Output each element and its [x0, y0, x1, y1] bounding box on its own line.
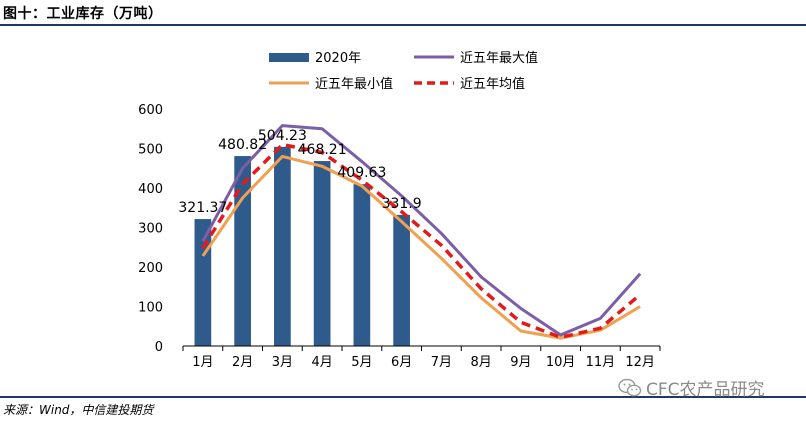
y-tick-label: 0 [155, 340, 163, 355]
figure-title: 图十：工业库存（万吨） [3, 6, 163, 22]
top-rule [0, 24, 806, 26]
line-series-1 [201, 124, 642, 337]
watermark-text: CFC农产品研究 [646, 380, 765, 400]
x-tick-label: 5月 [351, 355, 372, 370]
x-tick-label: 11月 [586, 355, 616, 370]
line-series-2 [201, 154, 641, 340]
bar-3 [274, 146, 291, 346]
legend-label-3: 近五年均值 [460, 76, 525, 92]
y-tick-label: 100 [138, 301, 163, 316]
data-label-1: 321.37 [178, 200, 227, 216]
x-tick-label: 4月 [311, 355, 332, 370]
data-label-6: 331.9 [382, 196, 422, 212]
bottom-rule [0, 396, 806, 398]
legend-label-2: 近五年最小值 [315, 76, 393, 92]
x-tick-label: 6月 [391, 355, 412, 370]
bar-5 [353, 184, 371, 346]
x-tick-label: 1月 [192, 355, 213, 370]
x-tick-label: 2月 [232, 355, 253, 370]
legend-label-0: 2020年 [315, 51, 361, 66]
y-tick-label: 200 [138, 261, 163, 276]
x-tick-label: 10月 [546, 355, 576, 370]
watermark: CFC农产品研究 [618, 375, 765, 400]
x-tick-label: 7月 [431, 355, 452, 370]
data-label-3: 504.23 [258, 128, 307, 144]
bar-1 [194, 219, 212, 346]
bar-2 [234, 156, 251, 346]
data-label-5: 409.63 [337, 165, 386, 181]
legend-swatch-0 [269, 53, 309, 62]
y-tick-label: 400 [138, 182, 163, 197]
y-tick-label: 500 [138, 143, 163, 158]
line-series-3 [201, 142, 642, 340]
y-tick-label: 300 [138, 222, 163, 237]
data-label-2: 480.82 [218, 137, 267, 153]
bar-4 [313, 161, 331, 346]
bar-6 [393, 214, 410, 346]
x-tick-label: 3月 [272, 355, 293, 370]
wechat-icon [618, 378, 642, 396]
data-label-4: 468.21 [298, 142, 347, 158]
source-note: 来源：Wind，中信建投期货 [3, 403, 154, 417]
x-tick-label: 12月 [625, 355, 655, 370]
x-tick-label: 9月 [510, 355, 531, 370]
y-tick-label: 600 [138, 103, 163, 118]
x-tick-label: 8月 [470, 355, 491, 370]
legend-label-1: 近五年最大值 [460, 50, 538, 66]
